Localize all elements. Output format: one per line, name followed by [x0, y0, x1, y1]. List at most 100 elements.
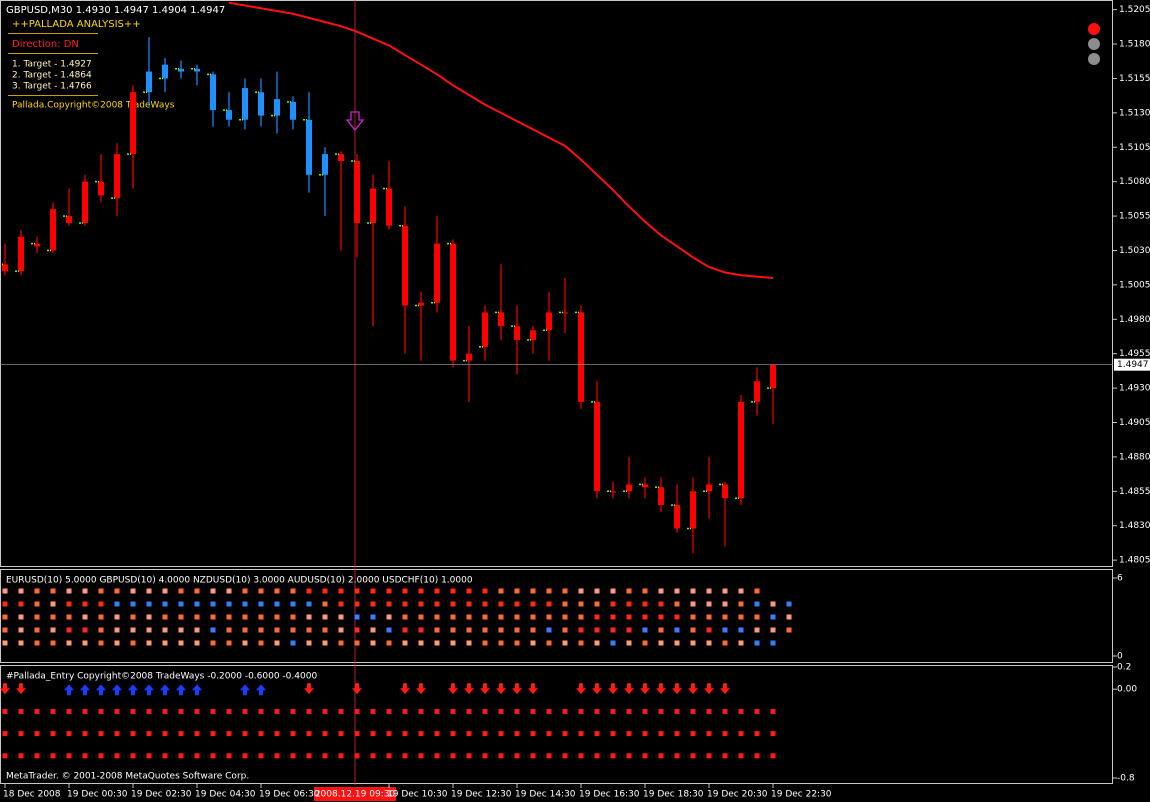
candle-body [290, 101, 296, 120]
entry-cell [578, 731, 584, 737]
strength-cell [370, 601, 376, 607]
strength-cell [690, 627, 696, 633]
entry-cell [34, 708, 40, 714]
entry-cell [482, 753, 488, 759]
y-tick-label: 1.5005 [1119, 280, 1150, 290]
target: 3. Target - 1.4766 [12, 82, 92, 92]
entry-cell [546, 753, 552, 759]
y-tick-label: 0.00 [1117, 685, 1137, 695]
strength-cell [98, 601, 104, 607]
strength-cell [50, 627, 56, 633]
entry-cell [642, 753, 648, 759]
strength-cell [706, 588, 712, 594]
entry-cell [402, 708, 408, 714]
strength-cell [210, 588, 216, 594]
entry-label: #Pallada_Entry Copyright©2008 TradeWays … [6, 672, 317, 682]
y-tick-label: 1.5055 [1119, 212, 1150, 222]
indicator-title: ++PALLADA ANALYSIS++ [12, 19, 141, 30]
entry-cell [2, 731, 8, 737]
strength-cell [562, 614, 568, 620]
strength-cell [690, 588, 696, 594]
strength-cell [290, 640, 296, 646]
entry-cell [290, 708, 296, 714]
strength-cell [546, 588, 552, 594]
entry-cell [290, 731, 296, 737]
strength-cell [386, 614, 392, 620]
candle-body [338, 154, 344, 162]
strength-cell [418, 601, 424, 607]
entry-cell [498, 708, 504, 714]
strength-cell [754, 640, 760, 646]
candle-body [690, 491, 696, 529]
candle-body [322, 154, 328, 175]
candle-body [498, 312, 504, 327]
strength-cell [338, 601, 344, 607]
entry-arrow-down [592, 683, 602, 695]
strength-cell [290, 614, 296, 620]
crosshair-label: 2008.12.19 09:30 [315, 790, 396, 800]
entry-cell [658, 708, 664, 714]
strength-cell [82, 640, 88, 646]
entry-cell [514, 708, 520, 714]
strength-cell [626, 614, 632, 620]
entry-cell [770, 708, 776, 714]
strength-cell [370, 588, 376, 594]
strength-cell [210, 614, 216, 620]
strength-cell [770, 601, 776, 607]
strength-cell [66, 601, 72, 607]
strength-cell [594, 627, 600, 633]
entry-arrow-up [128, 684, 138, 696]
entry-cell [322, 753, 328, 759]
strength-cell [562, 601, 568, 607]
entry-cell [578, 708, 584, 714]
entry-cell [354, 731, 360, 737]
candle-body [18, 236, 24, 272]
x-tick-label: 19 Dec 12:30 [451, 790, 512, 800]
candle-body [82, 181, 88, 223]
entry-cell [690, 708, 696, 714]
strength-cell [2, 627, 8, 633]
candle-body [386, 188, 392, 226]
strength-cell [754, 601, 760, 607]
entry-cell [98, 753, 104, 759]
strength-cell [498, 640, 504, 646]
entry-cell [178, 731, 184, 737]
entry-cell [722, 708, 728, 714]
x-tick-label: 19 Dec 00:30 [67, 790, 128, 800]
strength-cell [386, 627, 392, 633]
sell-arrow [345, 111, 365, 132]
strength-cell [674, 601, 680, 607]
entry-cell [2, 708, 8, 714]
strength-cell [274, 588, 280, 594]
strength-cell [546, 627, 552, 633]
strength-cell [594, 640, 600, 646]
strength-cell [290, 601, 296, 607]
strength-cell [674, 614, 680, 620]
entry-arrow-down [608, 683, 618, 695]
strength-cell [722, 588, 728, 594]
x-tick-label: 19 Dec 20:30 [707, 790, 768, 800]
y-tick-label: 1.4805 [1119, 556, 1150, 566]
entry-cell [674, 753, 680, 759]
strength-cell [242, 614, 248, 620]
strength-cell [498, 614, 504, 620]
strength-cell [50, 614, 56, 620]
entry-cell [338, 708, 344, 714]
entry-cell [354, 708, 360, 714]
strength-cell [626, 640, 632, 646]
entry-cell [146, 753, 152, 759]
strength-cell [402, 640, 408, 646]
strength-cell [386, 588, 392, 594]
strength-cell [146, 614, 152, 620]
y-tick-label: 1.5130 [1119, 108, 1150, 118]
strength-cell [642, 627, 648, 633]
strength-cell [130, 588, 136, 594]
strength-cell [434, 588, 440, 594]
entry-cell [594, 708, 600, 714]
strength-cell [738, 588, 744, 594]
strength-cell [386, 640, 392, 646]
candle-body [450, 243, 456, 361]
entry-cell [610, 753, 616, 759]
entry-cell [482, 731, 488, 737]
